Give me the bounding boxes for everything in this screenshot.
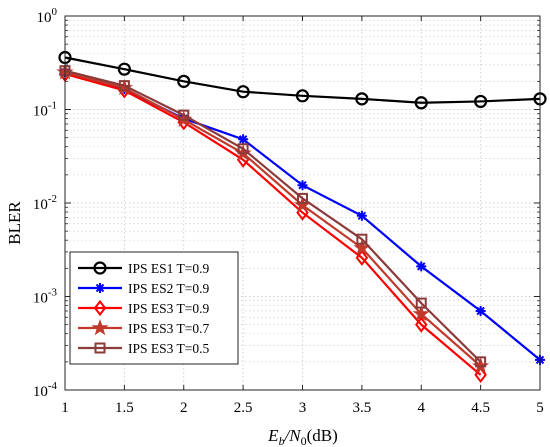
legend-label: IPS ES3 T=0.9	[128, 301, 210, 316]
legend-entry: IPS ES3 T=0.9	[78, 299, 210, 317]
point-marker-asterisk	[356, 210, 367, 221]
axis-layer: 1 1.5 2 2.5 3 3.5 4 4.5 5 100 10-1 10-2 10-3 10-4	[33, 6, 544, 416]
series-line	[64, 56, 541, 104]
point-marker-square	[475, 356, 487, 368]
point-marker-circle	[236, 85, 250, 99]
point-marker-square	[94, 342, 106, 354]
point-marker-square	[178, 109, 190, 121]
point-marker-asterisk	[238, 134, 249, 145]
point-marker-square	[297, 192, 308, 204]
point-marker-diamond	[414, 316, 428, 333]
legend-entry: IPS ES1 T=0.9	[78, 261, 210, 276]
y-tick-label: 10-2	[33, 193, 57, 213]
y-tick-label: 10-3	[33, 287, 58, 307]
series-line	[64, 69, 482, 363]
x-tick-label: 4.5	[471, 400, 490, 416]
x-tick-label: 4	[418, 400, 426, 416]
legend-label: IPS ES1 T=0.9	[128, 261, 210, 276]
point-marker-circle	[355, 92, 369, 106]
point-marker-circle	[117, 62, 131, 76]
x-tick-label: 5	[536, 400, 544, 416]
legend-entry: IPS ES2 T=0.9	[78, 281, 210, 296]
x-tick-label: 2.5	[234, 400, 253, 416]
series-line	[64, 71, 482, 367]
point-marker-circle	[177, 74, 191, 88]
x-tick-label: 1	[61, 400, 69, 416]
point-marker-square	[118, 80, 130, 92]
legend: IPS ES1 T=0.9 IPS ES2 T=0.9 IPS ES3 T=0.9 I…	[69, 251, 239, 365]
point-marker-asterisk	[475, 305, 486, 316]
point-marker-diamond	[355, 249, 369, 266]
point-marker-asterisk	[297, 180, 308, 191]
point-marker-circle	[93, 261, 107, 275]
x-axis-label: Eb/N0(dB)	[267, 426, 338, 447]
series-layer	[56, 50, 547, 384]
y-tick-label: 10-4	[33, 380, 58, 400]
legend-label: IPS ES3 T=0.5	[128, 341, 210, 356]
y-tick-label: 10-1	[33, 100, 57, 120]
y-axis-label: BLER	[5, 201, 24, 245]
legend-entry: IPS ES3 T=0.5	[78, 341, 210, 356]
point-marker-asterisk	[95, 283, 105, 293]
point-marker-diamond	[93, 299, 107, 317]
x-tick-label: 3	[299, 400, 307, 416]
series-line	[64, 72, 482, 376]
point-marker-square	[356, 233, 368, 245]
point-marker-diamond	[474, 366, 487, 384]
point-marker-star	[412, 304, 430, 322]
x-tick-label: 2	[180, 400, 188, 416]
legend-label: IPS ES3 T=0.7	[128, 321, 210, 336]
point-marker-square	[237, 143, 249, 155]
point-marker-circle	[295, 89, 310, 103]
point-marker-circle	[474, 94, 488, 109]
y-tick-label: 100	[37, 6, 58, 26]
x-tick-label: 1.5	[115, 400, 134, 416]
point-marker-circle	[414, 96, 428, 110]
point-marker-square	[415, 297, 427, 309]
legend-entry: IPS ES3 T=0.7	[78, 318, 210, 336]
point-marker-asterisk	[416, 261, 427, 272]
x-tick-label: 3.5	[353, 400, 372, 416]
legend-label: IPS ES2 T=0.9	[128, 281, 210, 296]
point-marker-star	[91, 318, 109, 336]
